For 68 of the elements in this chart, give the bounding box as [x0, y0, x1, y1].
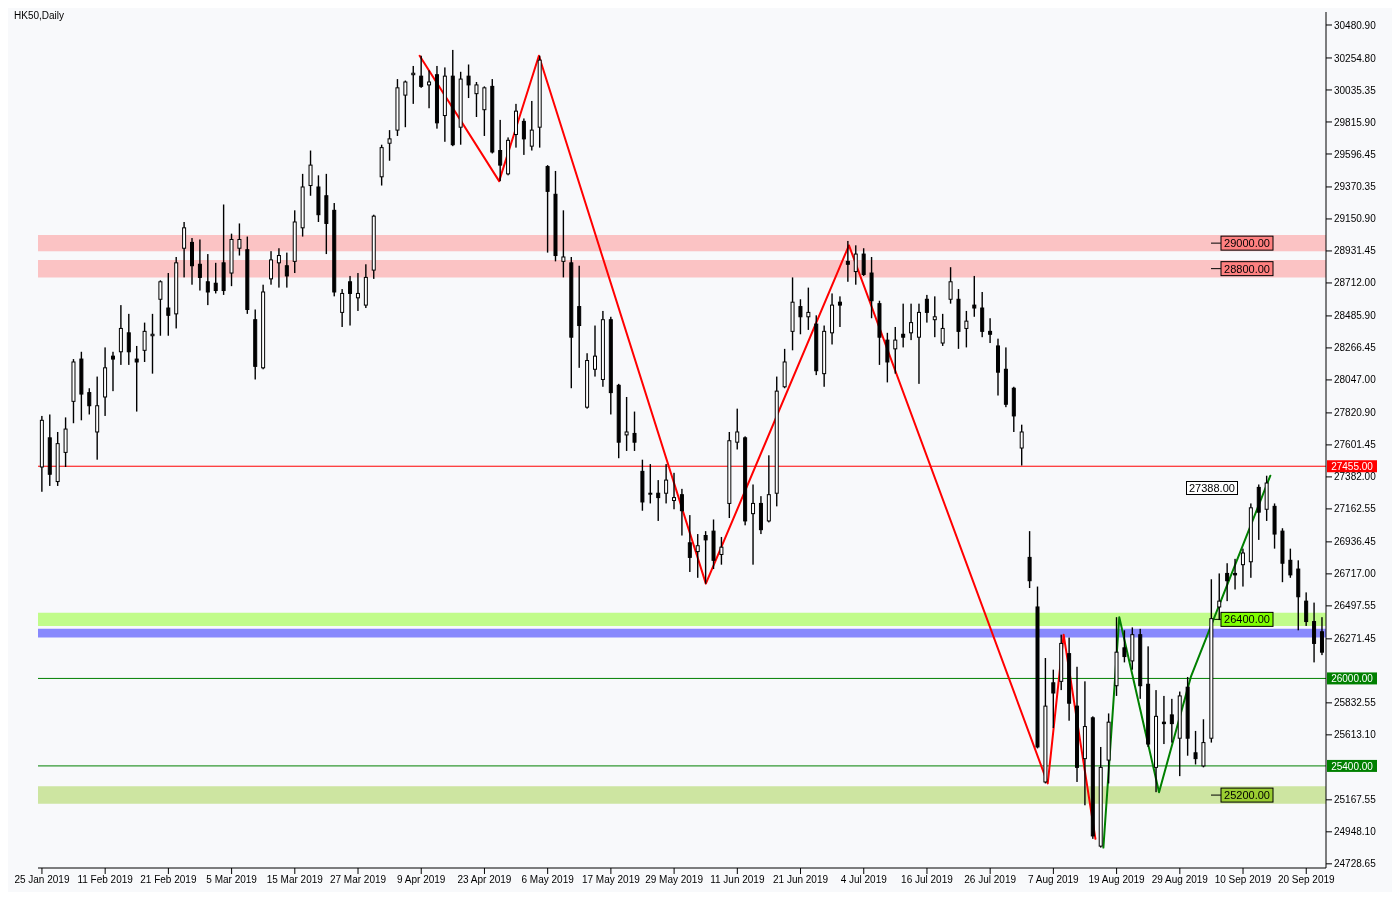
y-tick-label: 30254.80: [1334, 52, 1377, 64]
x-tick-label: 17 May 2019: [581, 874, 641, 886]
y-tick-label: 30035.35: [1334, 84, 1377, 96]
band-label: 28800.00: [1224, 262, 1270, 275]
y-tick-label: 29370.35: [1334, 181, 1377, 193]
y-tick-label: 28712.00: [1334, 277, 1377, 289]
x-tick-label: 20 Sep 2019: [1277, 874, 1336, 886]
candlestick: [205, 254, 210, 306]
candlestick: [498, 119, 503, 182]
y-tick-label: 25167.55: [1334, 794, 1377, 806]
ref-line-label: 27455.00: [1331, 461, 1374, 473]
y-tick-label: 27162.55: [1334, 503, 1377, 515]
x-tick-label: 4 Jul 2019: [840, 874, 888, 886]
x-tick-label: 23 Apr 2019: [457, 874, 512, 886]
y-tick-label: 24948.10: [1334, 826, 1377, 838]
band-label: 25200.00: [1224, 789, 1270, 802]
y-tick-label: 28485.90: [1334, 310, 1377, 322]
candlestick: [1233, 558, 1238, 590]
y-tick-label: 28047.00: [1334, 374, 1377, 386]
candlestick: [672, 472, 677, 510]
x-tick-label: 21 Feb 2019: [140, 874, 197, 886]
y-tick-label: 29150.90: [1334, 213, 1377, 225]
y-tick-label: 26717.00: [1334, 568, 1377, 580]
annotation: 27388.00: [1186, 481, 1238, 495]
x-tick-label: 25 Jan 2019: [14, 874, 70, 886]
ref-line-label: 25400.00: [1331, 760, 1374, 772]
y-tick-label: 25613.10: [1334, 729, 1377, 741]
y-tick-label: 25832.55: [1334, 697, 1377, 709]
candlestick: [1082, 681, 1087, 806]
y-tick-label: 27820.90: [1334, 407, 1377, 419]
x-tick-label: 9 Apr 2019: [397, 874, 446, 886]
band-label: 29000.00: [1224, 237, 1270, 250]
candlestick: [348, 275, 353, 326]
y-tick-label: 26271.45: [1334, 633, 1377, 645]
candlestick: [1169, 698, 1174, 743]
candlestick: [419, 55, 424, 88]
x-tick-label: 10 Sep 2019: [1214, 874, 1272, 886]
y-tick-label: 29815.90: [1334, 116, 1377, 128]
y-tick-label: 26936.45: [1334, 536, 1377, 548]
x-tick-label: 7 Aug 2019: [1028, 874, 1080, 886]
y-tick-label: 28931.45: [1334, 245, 1377, 257]
x-tick-label: 5 Mar 2019: [206, 874, 258, 886]
y-tick-label: 27382.00: [1334, 471, 1377, 483]
y-tick-label: 24728.65: [1334, 858, 1377, 870]
candlestick: [593, 325, 597, 377]
ref-line-label: 26000.00: [1331, 673, 1374, 685]
y-tick-label: 29596.45: [1334, 148, 1377, 160]
candlestick: [284, 252, 289, 288]
band-label: 26400.00: [1224, 613, 1270, 626]
candlestick: [1240, 548, 1245, 587]
x-tick-label: 6 May 2019: [521, 874, 575, 886]
x-tick-label: 15 Mar 2019: [266, 874, 324, 886]
x-tick-label: 11 Jun 2019: [710, 874, 765, 886]
candlestick: [427, 70, 432, 109]
x-tick-label: 19 Aug 2019: [1088, 874, 1146, 886]
y-tick-label: 30480.90: [1334, 19, 1377, 31]
x-tick-label: 16 Jul 2019: [901, 874, 954, 886]
y-tick-label: 27601.45: [1334, 439, 1377, 451]
x-tick-label: 11 Feb 2019: [77, 874, 134, 886]
x-tick-label: 26 Jul 2019: [964, 874, 1017, 886]
y-tick-label: 26497.55: [1334, 600, 1377, 612]
x-tick-label: 21 Jun 2019: [773, 874, 829, 886]
y-tick-label: 28266.45: [1334, 342, 1377, 354]
x-tick-label: 29 May 2019: [645, 874, 704, 886]
x-tick-label: 29 Aug 2019: [1151, 874, 1209, 886]
chart-title: HK50,Daily: [14, 10, 65, 21]
x-tick-label: 27 Mar 2019: [329, 874, 387, 886]
candlestick: [276, 248, 281, 288]
